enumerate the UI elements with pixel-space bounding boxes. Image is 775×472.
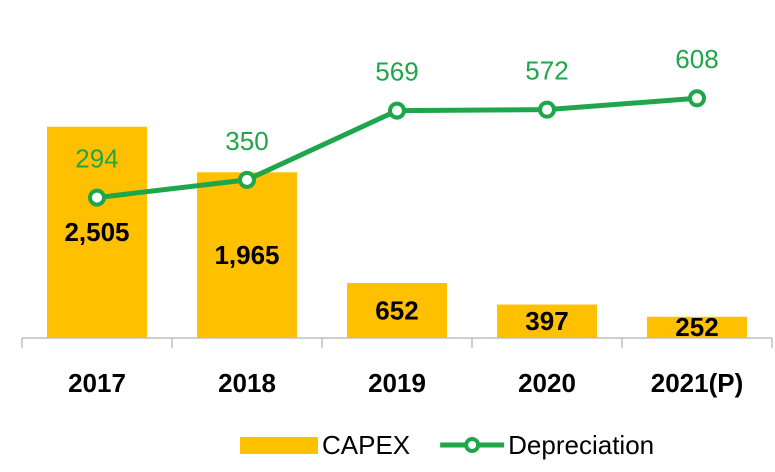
x-tick-label: 2018 xyxy=(218,368,276,398)
x-tick-label: 2017 xyxy=(68,368,126,398)
bar-value-label: 1,965 xyxy=(214,240,279,270)
line-value-label: 572 xyxy=(525,56,568,86)
line-marker xyxy=(538,100,556,119)
line-value-label: 569 xyxy=(375,56,418,86)
legend-label: Depreciation xyxy=(508,430,654,460)
legend-marker xyxy=(464,437,481,453)
bar-value-label: 397 xyxy=(525,306,568,336)
legend-swatch xyxy=(240,437,318,454)
bar xyxy=(497,304,597,338)
line-value-label: 350 xyxy=(225,126,268,156)
line-marker xyxy=(388,101,406,120)
bar-value-label: 2,505 xyxy=(64,217,129,247)
x-tick-label: 2019 xyxy=(368,368,426,398)
bar-value-label: 252 xyxy=(675,312,718,342)
bar xyxy=(47,126,147,339)
line-marker xyxy=(688,89,706,108)
line-value-label: 608 xyxy=(675,44,718,74)
bar xyxy=(197,172,297,338)
x-tick-label: 2021(P) xyxy=(651,368,744,398)
bar xyxy=(647,316,747,338)
line-value-label: 294 xyxy=(75,143,118,173)
x-tick-label: 2020 xyxy=(518,368,576,398)
bar xyxy=(347,283,447,338)
line-marker xyxy=(238,170,256,189)
line-marker xyxy=(88,188,106,207)
legend-label: CAPEX xyxy=(322,430,410,460)
bar-value-label: 652 xyxy=(375,295,418,325)
